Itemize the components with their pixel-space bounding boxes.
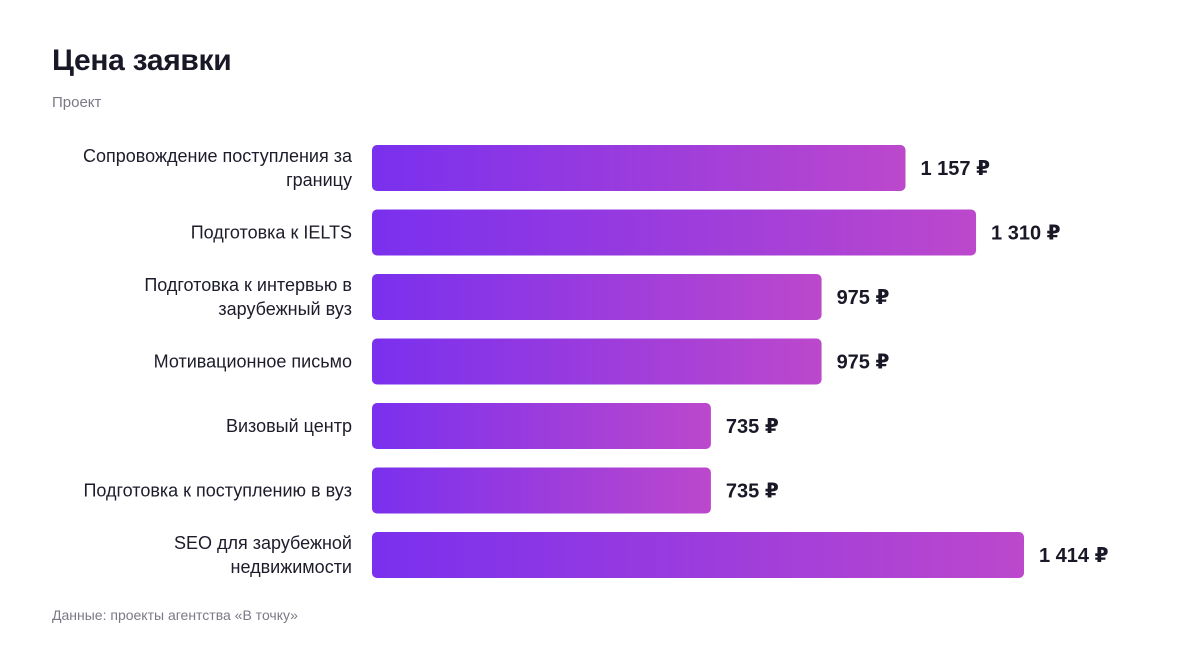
value-label: 975 ₽ (837, 352, 890, 374)
category-label: Визовый центр (226, 416, 352, 436)
category-label-line: Сопровождение поступления за (83, 146, 353, 166)
bar-2 (372, 209, 977, 256)
value-label: 735 ₽ (726, 481, 779, 503)
value-label: 975 ₽ (837, 287, 890, 309)
value-label: 735 ₽ (726, 416, 779, 438)
bar-1 (372, 145, 906, 191)
category-label-line: SEO для зарубежной (174, 533, 352, 553)
chart-subtitle: Проект (52, 94, 102, 111)
category-label-line: границу (286, 170, 352, 190)
bar-6 (372, 467, 711, 514)
category-label-line: Подготовка к IELTS (191, 223, 352, 243)
category-label: Подготовка к поступлению в вуз (83, 481, 352, 501)
value-label: 1 310 ₽ (991, 223, 1061, 245)
category-label-line: зарубежный вуз (218, 299, 352, 319)
category-label: SEO для зарубежной недвижимости (174, 533, 352, 577)
category-label: Мотивационное письмо (154, 352, 352, 372)
bar-7 (372, 532, 1024, 578)
bar-3 (372, 274, 822, 320)
category-label: Сопровождение поступления за границу (83, 146, 353, 190)
category-label-line: Мотивационное письмо (154, 352, 352, 372)
source-footnote: Данные: проекты агентства «В точку» (52, 607, 298, 623)
bar-5 (372, 403, 711, 449)
chart-title: Цена заявки (52, 44, 232, 77)
category-label-line: недвижимости (231, 557, 352, 577)
category-label-line: Подготовка к интервью в (144, 275, 352, 295)
bar-4 (372, 338, 822, 385)
value-label: 1 157 ₽ (920, 158, 990, 180)
value-label: 1 414 ₽ (1039, 545, 1109, 567)
category-label: Подготовка к интервью в зарубежный вуз (144, 275, 352, 319)
category-label: Подготовка к IELTS (191, 223, 352, 243)
category-label-line: Подготовка к поступлению в вуз (83, 481, 352, 501)
category-label-line: Визовый центр (226, 416, 352, 436)
bars-group: Сопровождение поступления за границу 1 157… (83, 145, 1109, 578)
